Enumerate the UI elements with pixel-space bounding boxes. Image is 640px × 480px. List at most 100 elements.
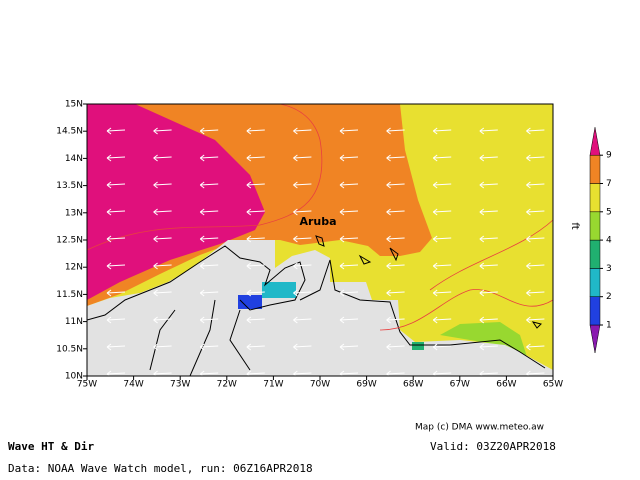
lon-label: 74W	[123, 380, 143, 390]
arrow-field	[106, 127, 545, 376]
direction-arrow	[526, 181, 545, 189]
direction-arrow	[432, 289, 452, 297]
colorbar-segment	[589, 127, 601, 156]
direction-arrow	[432, 343, 452, 351]
source: Data: NOAA Wave Watch model, run: 06Z16A…	[8, 462, 313, 475]
direction-arrow	[386, 289, 405, 297]
direction-arrow	[106, 208, 126, 216]
colorbar-label: 9	[606, 151, 612, 161]
lon-label: 72W	[217, 380, 237, 390]
direction-arrow	[526, 208, 545, 216]
direction-arrow	[153, 127, 172, 135]
direction-arrow	[199, 208, 219, 216]
direction-arrow	[293, 343, 312, 351]
direction-arrow	[339, 154, 359, 162]
direction-arrow	[246, 181, 265, 189]
direction-arrow	[153, 343, 172, 351]
map-field	[87, 104, 553, 376]
direction-arrow	[246, 289, 265, 297]
direction-arrow	[106, 343, 126, 351]
direction-arrow	[293, 154, 312, 162]
direction-arrow	[526, 343, 545, 351]
direction-arrow	[293, 289, 312, 297]
direction-arrow	[199, 181, 219, 189]
lat-label: 10.5N	[56, 344, 83, 354]
green-patch	[440, 322, 528, 360]
direction-arrow	[246, 127, 265, 135]
lat-label: 14N	[65, 154, 83, 164]
direction-arrow	[106, 127, 126, 135]
direction-arrow	[479, 208, 498, 216]
lon-label: 66W	[496, 380, 516, 390]
direction-arrow	[339, 316, 359, 324]
direction-arrow	[153, 208, 172, 216]
direction-arrow	[339, 289, 359, 297]
direction-arrow	[432, 127, 452, 135]
colorbar-label: 5	[606, 207, 612, 217]
colorbar-segment	[589, 154, 601, 184]
direction-arrow	[479, 154, 498, 162]
direction-arrow	[293, 316, 312, 324]
direction-arrow	[386, 262, 405, 270]
direction-arrow	[386, 235, 405, 243]
direction-arrow	[386, 154, 405, 162]
coastline	[87, 245, 546, 376]
lat-label: 11.5N	[56, 290, 83, 300]
direction-arrow	[479, 316, 498, 324]
direction-arrow	[479, 181, 498, 189]
direction-arrow	[153, 154, 172, 162]
lat-label: 11N	[65, 317, 83, 327]
direction-arrow	[479, 127, 498, 135]
direction-arrow	[246, 262, 265, 270]
colorbar-label: 2	[606, 292, 612, 302]
lat-label: 13.5N	[56, 181, 83, 191]
direction-arrow	[339, 343, 359, 351]
lat-label: 14.5N	[56, 127, 83, 137]
lon-label: 68W	[403, 380, 423, 390]
green-cell	[412, 342, 424, 350]
direction-arrow	[339, 262, 359, 270]
direction-arrow	[432, 262, 452, 270]
lon-label: 71W	[263, 380, 283, 390]
colorbar-segment	[589, 268, 601, 297]
direction-arrow	[526, 289, 545, 297]
direction-arrow	[246, 208, 265, 216]
islands	[315, 235, 542, 329]
direction-arrow	[386, 127, 405, 135]
lat-label: 12N	[65, 263, 83, 273]
land	[87, 240, 553, 376]
direction-arrow	[293, 235, 312, 243]
direction-arrow	[199, 127, 219, 135]
direction-arrow	[106, 289, 126, 297]
direction-arrow	[526, 262, 545, 270]
direction-arrow	[386, 316, 405, 324]
direction-arrow	[199, 262, 219, 270]
teal-patch	[262, 282, 296, 298]
direction-arrow	[199, 289, 219, 297]
direction-arrow	[106, 262, 126, 270]
lon-label: 67W	[450, 380, 470, 390]
colorbar-segment	[589, 324, 601, 354]
magenta-zone	[87, 104, 265, 300]
direction-arrow	[293, 181, 312, 189]
direction-arrow	[339, 235, 359, 243]
direction-arrow	[386, 343, 405, 351]
direction-arrow	[153, 289, 172, 297]
direction-arrow	[153, 181, 172, 189]
direction-arrow	[339, 181, 359, 189]
lon-label: 65W	[543, 380, 563, 390]
colorbar-segment	[589, 211, 601, 241]
direction-arrow	[293, 127, 312, 135]
colorbar-label: 1	[606, 321, 612, 331]
lon-label: 73W	[170, 380, 190, 390]
direction-arrow	[106, 154, 126, 162]
direction-arrow	[106, 235, 126, 243]
direction-arrow	[153, 316, 172, 324]
direction-arrow	[386, 208, 405, 216]
colorbar-segment	[589, 183, 601, 213]
direction-arrow	[106, 316, 126, 324]
direction-arrow	[432, 235, 452, 243]
direction-arrow	[246, 235, 265, 243]
direction-arrow	[432, 316, 452, 324]
